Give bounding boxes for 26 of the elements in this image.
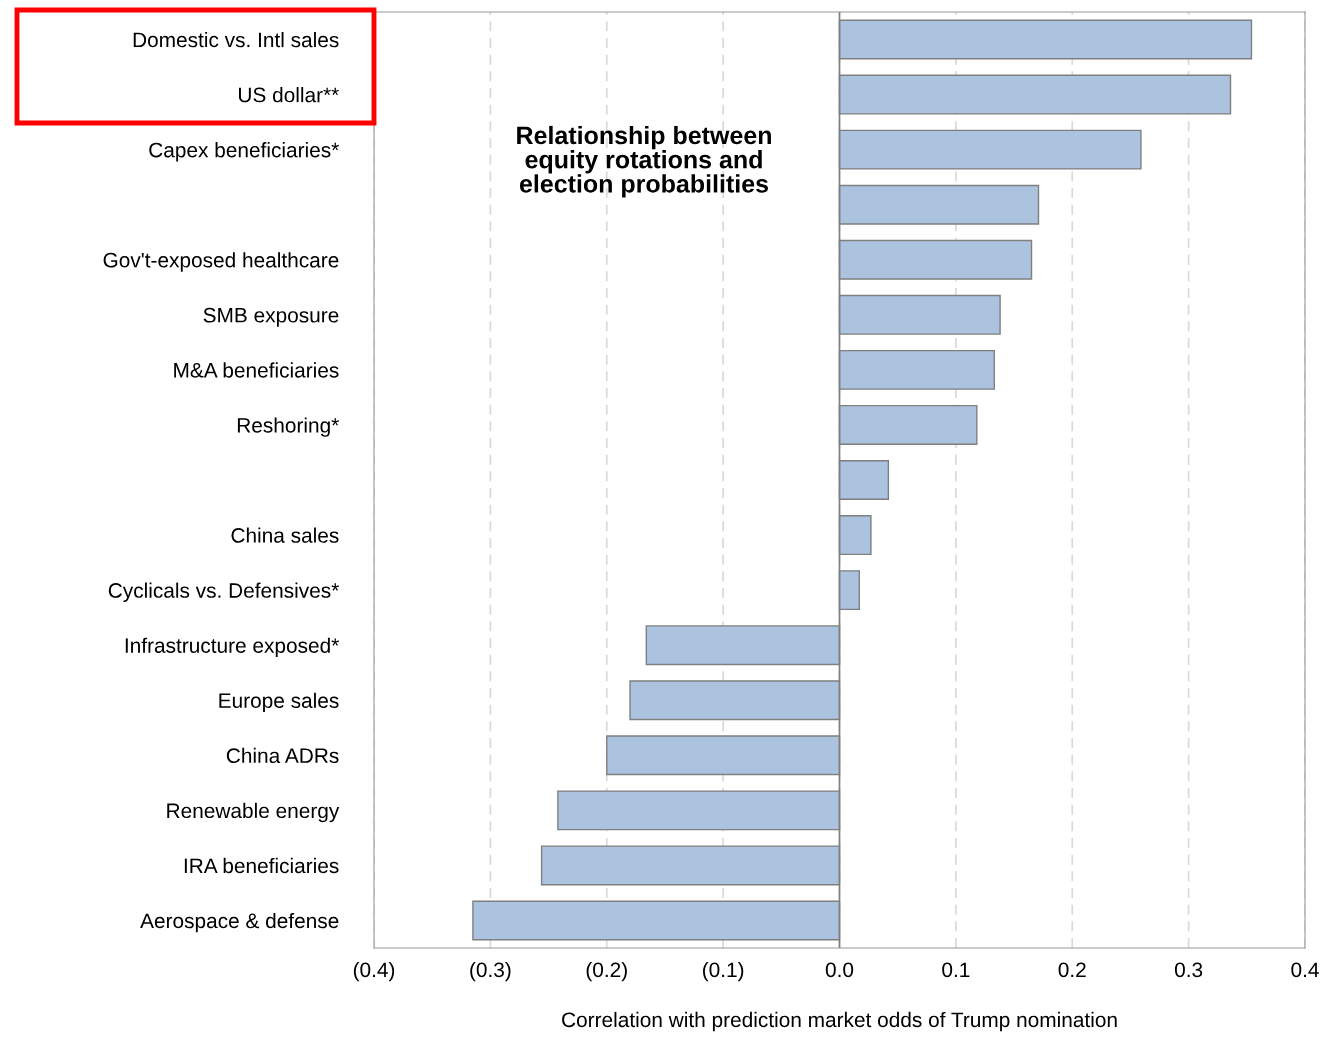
x-axis-title: Correlation with prediction market odds of Trump nomination: [562, 1011, 1117, 1032]
y-tick-label: Domestic vs. Intl sales: [133, 31, 339, 48]
x-tick-label: 0.3: [1174, 962, 1203, 978]
x-tick-label: 0.0: [825, 962, 854, 978]
y-tick-label: Europe sales: [219, 692, 339, 713]
text: Relationship between equity rotations and election probabilities: [517, 125, 771, 198]
y-tick-label: M&A beneficiaries: [174, 362, 339, 378]
y-tick-label: Capex beneficiaries*: [149, 142, 339, 162]
x-tick-label: (0.2): [586, 961, 627, 982]
x-tick-label: 0.2: [1058, 962, 1086, 978]
x-tick-label: (0.3): [470, 961, 511, 982]
y-tick-label: Gov't-exposed healthcare: [103, 252, 339, 272]
y-tick-label: SMB exposure: [203, 307, 339, 327]
y-tick-label: IRA beneficiaries: [184, 857, 339, 874]
x-tick-label: (0.1): [703, 961, 744, 982]
x-tick-label: (0.4): [353, 961, 395, 982]
y-tick-label: China ADRs: [226, 747, 339, 764]
y-tick-label: Cyclicals vs. Defensives*: [108, 582, 339, 602]
x-tick-label: 0.1: [942, 962, 970, 978]
y-tick-label: Renewable energy: [167, 802, 340, 823]
y-tick-label: Reshoring*: [237, 417, 339, 437]
y-tick-label: China sales: [231, 527, 339, 543]
y-tick-label: Infrastructure exposed*: [125, 637, 339, 658]
y-tick-label: Aerospace & defense: [140, 912, 339, 933]
x-tick-label: 0.4: [1291, 962, 1319, 978]
y-tick-label: US dollar**: [238, 87, 339, 103]
